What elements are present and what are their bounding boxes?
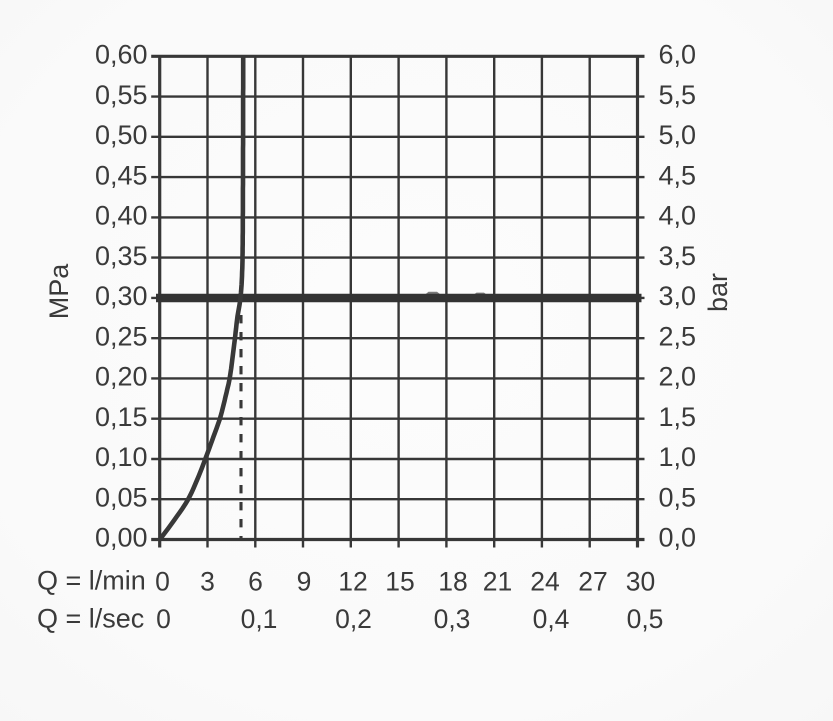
svg-text:2,5: 2,5 xyxy=(659,321,697,351)
svg-text:15: 15 xyxy=(385,567,414,597)
svg-text:Q = l/min: Q = l/min xyxy=(37,566,146,596)
svg-text:24: 24 xyxy=(530,567,559,597)
svg-text:0,20: 0,20 xyxy=(95,362,148,392)
svg-text:3,0: 3,0 xyxy=(659,281,697,311)
svg-text:bar: bar xyxy=(703,273,733,312)
svg-text:0,55: 0,55 xyxy=(95,80,148,110)
svg-text:21: 21 xyxy=(483,567,512,597)
svg-text:9: 9 xyxy=(297,567,312,597)
svg-text:0,30: 0,30 xyxy=(95,281,148,311)
svg-text:0,50: 0,50 xyxy=(95,120,148,150)
svg-text:0,25: 0,25 xyxy=(95,321,148,351)
svg-text:4,0: 4,0 xyxy=(659,201,697,231)
svg-text:3: 3 xyxy=(200,567,215,597)
svg-text:30: 30 xyxy=(626,567,655,597)
svg-text:0,15: 0,15 xyxy=(95,402,148,432)
svg-text:Q = l/sec: Q = l/sec xyxy=(37,604,144,634)
svg-text:6: 6 xyxy=(248,567,263,597)
svg-text:0,05: 0,05 xyxy=(95,482,148,512)
svg-text:0,40: 0,40 xyxy=(95,201,148,231)
svg-text:0,2: 0,2 xyxy=(335,604,372,634)
svg-text:0,60: 0,60 xyxy=(95,40,148,70)
svg-text:0,1: 0,1 xyxy=(241,604,278,634)
svg-text:4,5: 4,5 xyxy=(659,160,697,190)
svg-text:0,00: 0,00 xyxy=(95,523,148,553)
svg-text:0: 0 xyxy=(156,604,171,634)
svg-text:2,0: 2,0 xyxy=(659,362,697,392)
svg-text:0,3: 0,3 xyxy=(434,604,471,634)
svg-text:6,0: 6,0 xyxy=(659,40,697,70)
svg-text:0,5: 0,5 xyxy=(659,482,697,512)
svg-text:0,4: 0,4 xyxy=(533,604,570,634)
svg-text:5,5: 5,5 xyxy=(659,80,697,110)
svg-text:1,5: 1,5 xyxy=(659,402,697,432)
svg-text:0,35: 0,35 xyxy=(95,241,148,271)
svg-text:0,0: 0,0 xyxy=(659,523,697,553)
svg-text:0,5: 0,5 xyxy=(627,604,664,634)
svg-text:0,45: 0,45 xyxy=(95,160,148,190)
svg-text:MPa: MPa xyxy=(44,263,74,320)
svg-text:1,0: 1,0 xyxy=(659,442,697,472)
svg-text:0,10: 0,10 xyxy=(95,442,148,472)
svg-text:18: 18 xyxy=(438,567,467,597)
svg-text:12: 12 xyxy=(338,567,367,597)
svg-text:3,5: 3,5 xyxy=(659,241,697,271)
svg-text:0: 0 xyxy=(155,567,170,597)
svg-text:27: 27 xyxy=(578,567,607,597)
svg-text:5,0: 5,0 xyxy=(659,120,697,150)
